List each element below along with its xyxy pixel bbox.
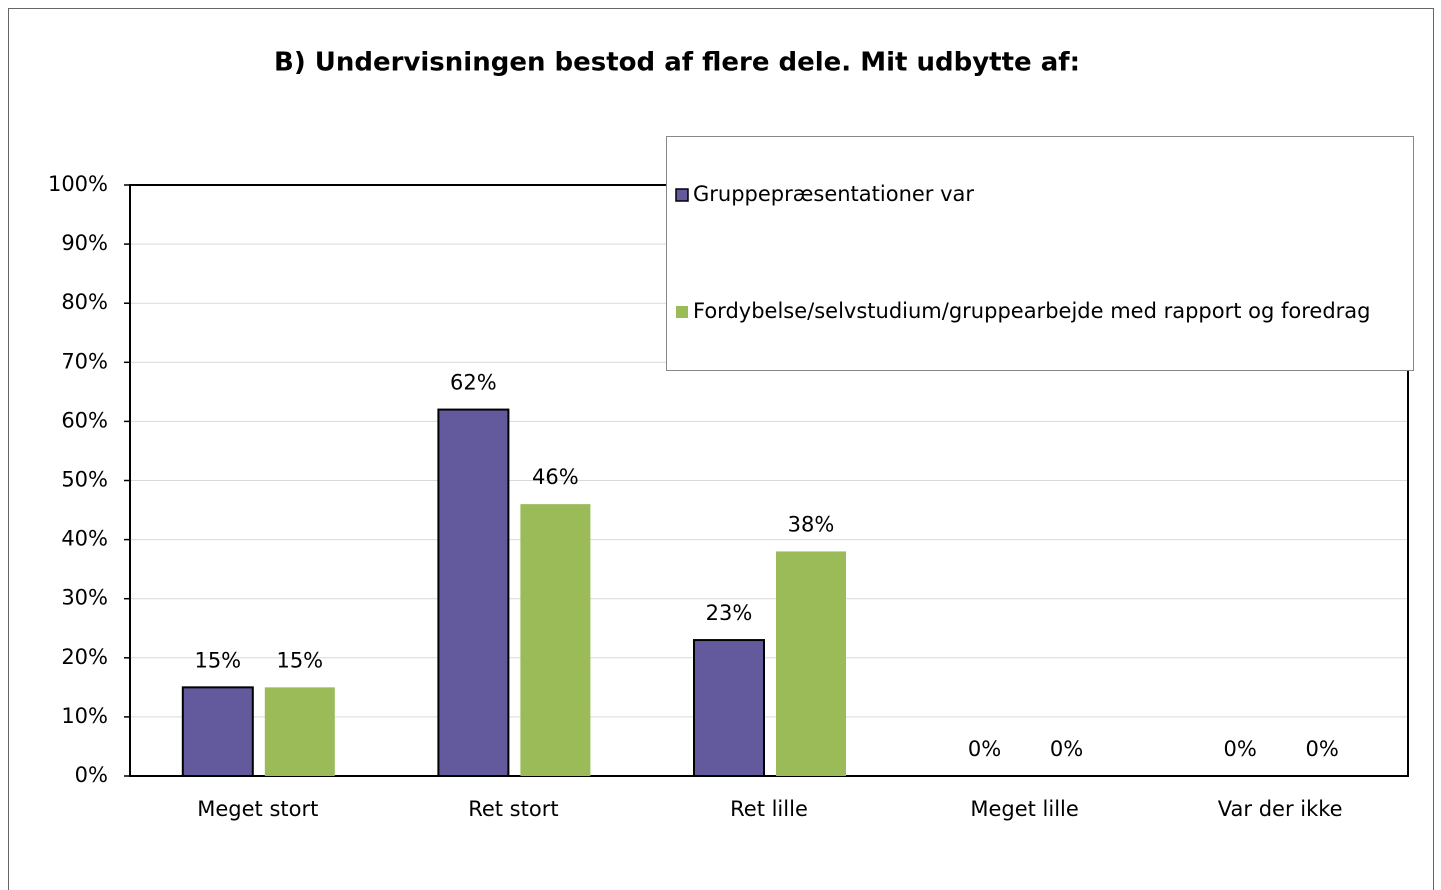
bar xyxy=(520,504,591,776)
legend-label: Gruppepræsentationer var xyxy=(693,182,974,206)
y-tick-label: 40% xyxy=(61,527,108,551)
data-label: 23% xyxy=(706,601,753,625)
x-tick-label: Ret stort xyxy=(468,797,558,821)
bar xyxy=(181,686,254,777)
y-tick-label: 70% xyxy=(61,349,108,373)
y-tick-label: 30% xyxy=(61,586,108,610)
x-tick-label: Meget stort xyxy=(197,797,318,821)
legend-box xyxy=(666,136,1414,371)
data-label: 15% xyxy=(276,648,323,672)
bar xyxy=(264,687,335,776)
y-tick-label: 90% xyxy=(61,231,108,255)
legend-label: Fordybelse/selvstudium/gruppearbejde med… xyxy=(693,299,1371,323)
data-label: 15% xyxy=(194,648,241,672)
y-tick-label: 50% xyxy=(61,468,108,492)
legend-swatch xyxy=(676,306,688,318)
chart-title: B) Undervisningen bestod af flere dele. … xyxy=(274,48,1080,78)
y-tick-label: 60% xyxy=(61,408,108,432)
bar xyxy=(693,639,765,777)
legend-swatch xyxy=(675,188,689,202)
data-label: 46% xyxy=(532,465,579,489)
data-label: 0% xyxy=(1224,737,1257,761)
data-label: 0% xyxy=(1050,737,1083,761)
data-label: 0% xyxy=(968,737,1001,761)
data-label: 0% xyxy=(1306,737,1339,761)
y-tick-label: 0% xyxy=(75,763,108,787)
bar xyxy=(437,408,510,777)
data-label: 62% xyxy=(450,371,497,395)
y-tick-label: 10% xyxy=(61,704,108,728)
bar xyxy=(776,551,846,776)
x-tick-label: Meget lille xyxy=(970,797,1078,821)
x-tick-label: Ret lille xyxy=(730,797,808,821)
x-tick-label: Var der ikke xyxy=(1218,797,1343,821)
y-tick-label: 80% xyxy=(61,290,108,314)
y-tick-label: 20% xyxy=(61,645,108,669)
y-tick-label: 100% xyxy=(48,172,108,196)
data-label: 38% xyxy=(788,512,835,536)
